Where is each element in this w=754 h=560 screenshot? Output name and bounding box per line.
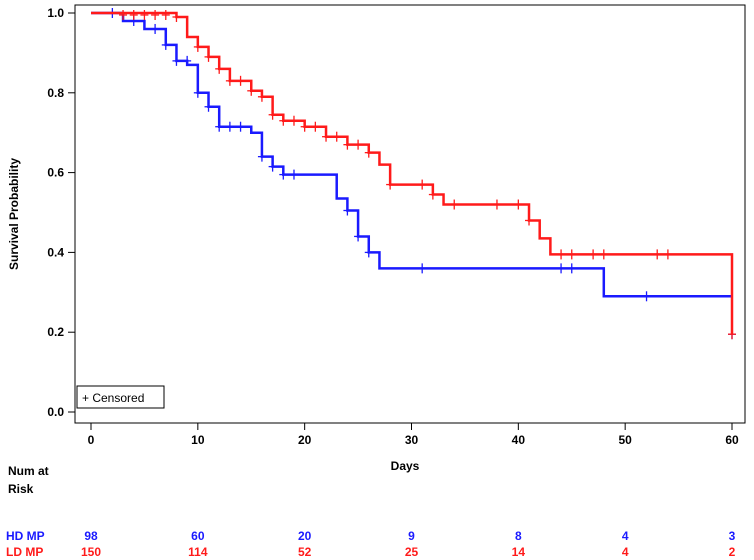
censor-mark-hd-mp xyxy=(354,231,363,242)
risk-header-line1: Num at xyxy=(8,464,49,478)
censor-mark-ld-mp xyxy=(525,215,534,226)
censor-mark-ld-mp xyxy=(300,121,309,132)
censor-mark-ld-mp xyxy=(418,179,427,190)
legend-label: + Censored xyxy=(82,391,144,405)
censor-mark-ld-mp xyxy=(257,91,266,102)
censor-mark-hd-mp xyxy=(557,263,566,274)
x-tick-label: 60 xyxy=(725,433,739,447)
censor-mark-hd-mp xyxy=(289,169,298,180)
risk-count-hd-mp: 60 xyxy=(191,529,205,543)
risk-count-hd-mp: 9 xyxy=(408,529,415,543)
censor-mark-hd-mp xyxy=(215,121,224,132)
censor-mark-ld-mp xyxy=(247,85,256,96)
risk-count-hd-mp: 8 xyxy=(514,529,522,543)
censor-mark-hd-mp xyxy=(279,169,288,180)
censor-mark-hd-mp xyxy=(257,151,266,162)
censor-mark-ld-mp xyxy=(204,51,213,62)
censor-mark-hd-mp xyxy=(161,39,170,50)
censor-mark-ld-mp xyxy=(589,249,598,260)
risk-count-ld-mp: 14 xyxy=(511,545,525,559)
censor-mark-ld-mp xyxy=(514,199,523,210)
legend: + Censored xyxy=(76,385,165,409)
censor-mark-ld-mp xyxy=(386,179,395,190)
risk-count-ld-mp: 4 xyxy=(621,545,629,559)
risk-count-hd-mp: 3 xyxy=(728,529,736,543)
censor-mark-ld-mp xyxy=(311,121,320,132)
censor-mark-ld-mp xyxy=(343,139,352,150)
censor-mark-ld-mp xyxy=(663,249,672,260)
censor-mark-ld-mp xyxy=(129,9,138,20)
censor-mark-hd-mp xyxy=(193,87,202,98)
y-axis-title: Survival Probability xyxy=(7,158,21,270)
x-tick-label: 40 xyxy=(512,433,526,447)
x-axis-title: Days xyxy=(391,459,420,473)
censor-mark-ld-mp xyxy=(161,9,170,20)
risk-header-line2: Risk xyxy=(8,482,34,496)
censor-mark-ld-mp xyxy=(599,249,608,260)
y-tick-label: 1.0 xyxy=(47,6,64,20)
x-tick-label: 0 xyxy=(88,433,95,447)
censor-mark-ld-mp xyxy=(332,131,341,142)
risk-count-ld-mp: 2 xyxy=(728,545,736,559)
censor-mark-ld-mp xyxy=(653,249,662,260)
censor-mark-ld-mp xyxy=(140,9,149,20)
censor-mark-ld-mp xyxy=(236,75,245,86)
censor-mark-hd-mp xyxy=(364,247,373,258)
axis-ticks: 0 10 20 30 40 50 60 0.0 0.2 0.4 0.6 0.8 1.0 xyxy=(47,6,739,447)
censor-mark-ld-mp xyxy=(322,131,331,142)
plot-frame xyxy=(74,4,746,424)
censor-mark-ld-mp xyxy=(450,199,459,210)
censor-mark-ld-mp xyxy=(289,115,298,126)
risk-count-hd-mp: 98 xyxy=(84,529,98,543)
censor-mark-hd-mp xyxy=(236,121,245,132)
censor-mark-hd-mp xyxy=(172,55,181,66)
censor-mark-ld-mp xyxy=(172,11,181,22)
censor-mark-ld-mp xyxy=(557,249,566,260)
censor-mark-ld-mp xyxy=(428,189,437,200)
risk-row-label-ld-mp: LD MP xyxy=(6,545,44,559)
censor-mark-hd-mp xyxy=(418,263,427,274)
censor-mark-hd-mp xyxy=(151,23,160,34)
risk-row-label-hd-mp: HD MP xyxy=(6,529,45,543)
y-tick-label: 0.6 xyxy=(47,166,64,180)
censor-mark-hd-mp xyxy=(642,291,651,302)
y-tick-label: 0.2 xyxy=(47,325,64,339)
censor-mark-ld-mp xyxy=(354,139,363,150)
censor-mark-ld-mp xyxy=(225,75,234,86)
x-tick-label: 10 xyxy=(191,433,205,447)
censor-mark-hd-mp xyxy=(343,205,352,216)
x-tick-label: 20 xyxy=(298,433,312,447)
risk-count-ld-mp: 114 xyxy=(188,545,208,559)
risk-count-hd-mp: 20 xyxy=(297,529,312,543)
risk-count-ld-mp: 150 xyxy=(80,545,102,559)
risk-count-hd-mp: 4 xyxy=(621,529,629,543)
censor-mark-ld-mp xyxy=(193,41,202,52)
censor-mark-hd-mp xyxy=(183,55,192,66)
risk-table-header: Num at Risk xyxy=(8,462,49,498)
x-tick-label: 30 xyxy=(405,433,419,447)
censor-mark-hd-mp xyxy=(225,121,234,132)
risk-count-ld-mp: 25 xyxy=(404,545,419,559)
censor-mark-ld-mp xyxy=(728,329,736,340)
censor-mark-ld-mp xyxy=(151,9,160,20)
censor-mark-ld-mp xyxy=(567,249,576,260)
risk-count-ld-mp: 52 xyxy=(297,545,312,559)
y-tick-label: 0.8 xyxy=(47,86,64,100)
censor-mark-ld-mp xyxy=(279,115,288,126)
censor-mark-hd-mp xyxy=(204,101,213,112)
censor-mark-ld-mp xyxy=(215,63,224,74)
censor-mark-ld-mp xyxy=(492,199,501,210)
x-tick-label: 50 xyxy=(618,433,632,447)
y-tick-label: 0.4 xyxy=(47,245,64,259)
censor-mark-ld-mp xyxy=(119,9,128,20)
y-tick-label: 0.0 xyxy=(47,405,64,419)
censor-mark-hd-mp xyxy=(567,263,576,274)
legend-frame xyxy=(76,385,165,409)
censor-mark-ld-mp xyxy=(268,109,277,120)
censor-mark-hd-mp xyxy=(268,161,277,172)
censor-mark-ld-mp xyxy=(364,147,373,158)
survival-curves xyxy=(91,8,736,340)
